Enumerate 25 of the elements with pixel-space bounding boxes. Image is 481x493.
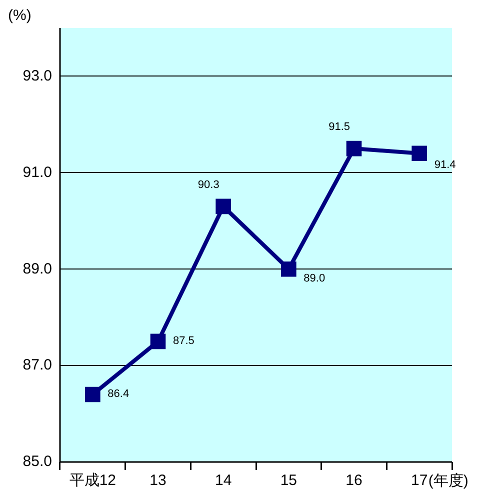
point <box>85 386 100 402</box>
data-label: 91.4 <box>434 158 456 171</box>
data-label: 90.3 <box>198 178 220 191</box>
data-label: 91.5 <box>328 121 350 134</box>
data-label: 86.4 <box>108 388 130 400</box>
y-tick-label: 89.0 <box>22 260 52 278</box>
point <box>150 334 166 350</box>
y-tick-label: 87.0 <box>22 356 52 374</box>
x-tick-label: 13 <box>150 472 166 490</box>
data-label: 87.5 <box>173 334 194 347</box>
y-tick-label: 91.0 <box>22 164 52 181</box>
x-axis-title: (年度) <box>428 472 468 490</box>
point <box>281 261 296 277</box>
point <box>216 198 231 214</box>
point <box>412 146 427 162</box>
x-tick-label: 平成12 <box>69 472 116 490</box>
y-tick-label: 85.0 <box>22 453 52 470</box>
x-tick-label: 17 <box>410 472 428 490</box>
y-axis-title: (%) <box>8 7 32 24</box>
x-tick-label: 15 <box>280 472 298 490</box>
point <box>346 140 362 156</box>
x-tick-label: 16 <box>346 472 362 490</box>
x-tick-label: 14 <box>214 472 232 490</box>
y-tick-label: 93.0 <box>22 67 52 84</box>
data-label: 89.0 <box>304 272 326 285</box>
